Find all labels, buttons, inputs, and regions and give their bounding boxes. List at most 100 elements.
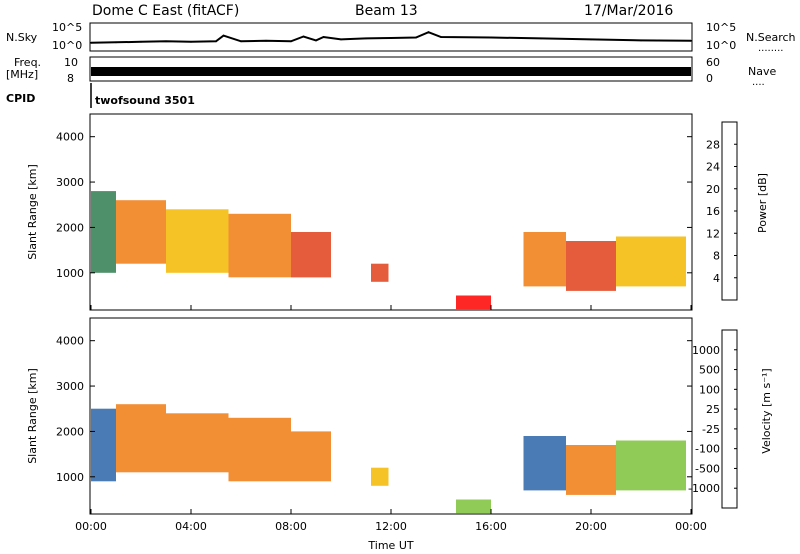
- time-axis: 00:00 04:00 08:00 12:00 16:00 20:00 00:00: [75, 305, 707, 533]
- time-axis-label: Time UT: [367, 539, 413, 552]
- y-tick-label: 2000: [56, 221, 84, 234]
- nsky-point: [165, 40, 167, 43]
- freq-panel: Freq. [MHz] 10 8 60 0 Nave ....: [6, 56, 776, 88]
- cpid-program: twofsound 3501: [95, 94, 195, 107]
- power-colorbar-tick-label: 4: [713, 272, 720, 285]
- nsearch-dots: ........: [758, 43, 783, 54]
- velocity-colorbar-tick-label: 25: [706, 403, 720, 416]
- nsky-point: [365, 37, 367, 40]
- nsky-point: [690, 39, 692, 42]
- power-colorbar-tick-label: 8: [713, 250, 720, 263]
- velocity-patch: [228, 417, 291, 482]
- power-patch: [616, 236, 686, 287]
- nsky-point: [590, 38, 592, 41]
- nsky-spikes: [90, 31, 692, 44]
- nave-label: Nave: [748, 65, 776, 78]
- velocity-patch: [616, 440, 686, 491]
- velocity-patch: [116, 404, 166, 473]
- power-patch: [166, 209, 229, 273]
- velocity-ylabel: Slant Range [km]: [26, 368, 39, 464]
- power-colorbar-label: Power [dB]: [756, 173, 769, 233]
- nsky-point: [415, 36, 417, 39]
- y-tick-label: 3000: [56, 380, 84, 393]
- nsky-point: [302, 35, 305, 38]
- freq-tick-high: 10: [64, 56, 78, 69]
- nsky-point: [90, 41, 92, 44]
- noise-right-tick-high: 10^5: [706, 21, 736, 34]
- power-patch: [291, 232, 331, 278]
- power-y-ticks: 1000 2000 3000 4000: [56, 131, 692, 280]
- velocity-patch: [456, 499, 491, 514]
- nsky-point: [190, 40, 192, 43]
- x-tick-label: 04:00: [175, 520, 207, 533]
- y-tick-label: 1000: [56, 267, 84, 280]
- freq-panel-frame: [89, 56, 693, 82]
- nsky-point: [390, 37, 392, 39]
- nave-tick-high: 60: [706, 56, 720, 69]
- velocity-colorbar-tick-label: -25: [702, 423, 720, 436]
- velocity-patch: [166, 413, 229, 473]
- nsky-point: [215, 40, 217, 43]
- freq-label: Freq.: [14, 56, 41, 69]
- freq-unit-label: [MHz]: [6, 68, 38, 81]
- nsky-point: [440, 36, 442, 38]
- nsky-point: [322, 36, 325, 38]
- velocity-patch: [523, 436, 566, 491]
- velocity-patch: [566, 445, 616, 495]
- velocity-colorbar-tick-label: 100: [699, 383, 720, 396]
- y-tick-label: 2000: [56, 425, 84, 438]
- nsky-point: [222, 34, 225, 37]
- nsky-point: [427, 31, 430, 34]
- nsky-point: [540, 37, 542, 40]
- velocity-colorbar-tick-label: 1000: [692, 344, 720, 357]
- nsky-point: [265, 39, 267, 42]
- nsky-point: [115, 41, 117, 44]
- velocity-patch: [91, 408, 116, 482]
- power-colorbar-tick-label: 28: [706, 138, 720, 151]
- noise-panel: N.Sky 10^5 10^0 10^5 10^0 N.Search .....…: [6, 21, 796, 54]
- x-tick-label: 12:00: [375, 520, 407, 533]
- y-tick-label: 3000: [56, 176, 84, 189]
- power-patch: [566, 241, 616, 291]
- freq-tick-low: 8: [67, 72, 74, 85]
- noise-left-tick-high: 10^5: [52, 21, 82, 34]
- x-tick-label: 20:00: [575, 520, 607, 533]
- velocity-data: [91, 404, 686, 514]
- power-data: [91, 191, 686, 310]
- power-patch: [523, 232, 566, 287]
- noise-right-tick-low: 10^0: [706, 39, 736, 52]
- noise-panel-frame: [89, 22, 693, 52]
- power-ylabel: Slant Range [km]: [26, 164, 39, 260]
- power-colorbar-tick-label: 20: [706, 183, 720, 196]
- velocity-colorbar-tick-label: -500: [695, 462, 720, 475]
- nsky-series-line: [90, 31, 692, 44]
- power-patch: [91, 191, 116, 273]
- nsky-point: [140, 40, 142, 43]
- nsky-point: [640, 39, 642, 42]
- power-patch: [456, 295, 491, 310]
- nave-dots: ....: [752, 77, 765, 88]
- velocity-colorbar: -1000 -500 -100 -25 25 100 500 1000: [688, 329, 738, 509]
- velocity-colorbar-frame: [721, 329, 738, 509]
- nsky-point: [340, 38, 342, 41]
- nsky-point: [490, 36, 492, 39]
- nsearch-label: N.Search: [746, 31, 796, 44]
- velocity-colorbar-tick-label: -1000: [688, 482, 720, 495]
- power-colorbar-tick-label: 16: [706, 205, 720, 218]
- velocity-y-ticks: 1000 2000 3000 4000: [56, 335, 692, 484]
- velocity-colorbar-tick-label: 500: [699, 364, 720, 377]
- cpid-panel: CPID twofsound 3501: [6, 83, 195, 108]
- power-colorbar-tick-label: 24: [706, 161, 720, 174]
- power-colorbar-tick-label: 12: [706, 227, 720, 240]
- power-panel: 1000 2000 3000 4000 Slant Range [km] 4 8 12 16…: [26, 113, 769, 311]
- nsky-label: N.Sky: [6, 31, 38, 44]
- power-patch: [116, 200, 166, 264]
- beam-title: Beam 13: [355, 3, 418, 19]
- nsky-point: [315, 39, 317, 42]
- x-tick-label: 00:00: [675, 520, 707, 533]
- nave-tick-low: 0: [706, 72, 713, 85]
- date-title: 17/Mar/2016: [584, 3, 673, 19]
- cpid-label: CPID: [6, 92, 35, 105]
